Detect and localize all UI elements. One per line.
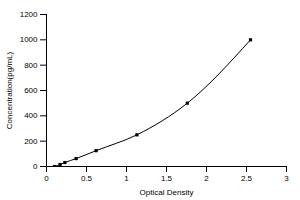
svg-text:0.5: 0.5 — [81, 174, 93, 183]
svg-text:1200: 1200 — [20, 10, 38, 19]
svg-text:3: 3 — [284, 174, 289, 183]
svg-text:1: 1 — [124, 174, 129, 183]
svg-text:2: 2 — [204, 174, 209, 183]
svg-text:400: 400 — [24, 111, 38, 120]
svg-text:200: 200 — [24, 137, 38, 146]
svg-text:Optical Density: Optical Density — [140, 188, 194, 197]
svg-text:Concentration(pg/mL): Concentration(pg/mL) — [5, 51, 14, 129]
svg-text:800: 800 — [24, 61, 38, 70]
svg-text:0: 0 — [44, 174, 49, 183]
svg-text:600: 600 — [24, 86, 38, 95]
svg-text:0: 0 — [33, 162, 38, 171]
svg-text:1.5: 1.5 — [161, 174, 173, 183]
svg-text:1000: 1000 — [20, 35, 38, 44]
svg-text:2.5: 2.5 — [241, 174, 253, 183]
